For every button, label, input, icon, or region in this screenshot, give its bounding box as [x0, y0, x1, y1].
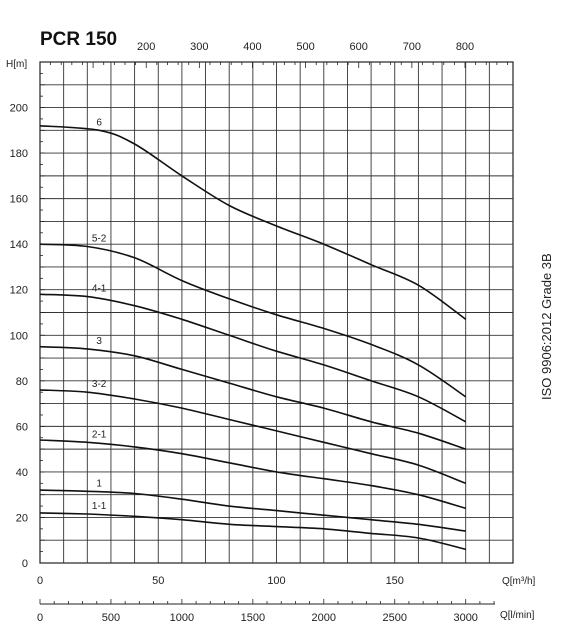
top-tick-label: 400: [243, 41, 261, 53]
curves: 6 5-2 4-1 3 3-2 2-1 1 1-1: [39, 117, 467, 551]
y-tick-label: 120: [10, 285, 28, 297]
curve-5-2: [39, 243, 467, 398]
y-tick-label: 0: [22, 558, 28, 570]
curve-2-1: [39, 439, 466, 510]
curve-label-1: 1: [96, 478, 102, 489]
curve-label-1-1: 1-1: [92, 501, 107, 512]
lmin-tick-label: 1000: [170, 612, 194, 624]
y-tick-label: 80: [16, 376, 28, 388]
y-tick-label: 60: [16, 421, 28, 433]
x-tick-label: 150: [386, 575, 404, 587]
x-axis-label: Q[m³/h]: [502, 576, 536, 587]
lmin-tick-label: 2000: [312, 612, 336, 624]
y-tick-label: 140: [10, 239, 28, 251]
x-tick-label: 50: [152, 575, 164, 587]
curve-label-4-1: 4-1: [92, 284, 107, 295]
x-tick-label: 100: [267, 575, 285, 587]
top-tick-label: 300: [190, 41, 208, 53]
x-tick-label: 0: [37, 575, 43, 587]
grid: [39, 61, 514, 605]
top-tick-label: 600: [350, 41, 368, 53]
curve-label-5-2: 5-2: [92, 233, 107, 244]
lmin-tick-label: 2500: [383, 612, 407, 624]
x2-axis-label: Q[l/min]: [500, 610, 535, 621]
lmin-tick-label: 3000: [453, 612, 477, 624]
lmin-tick-label: 1500: [241, 612, 265, 624]
curve-4-1: [39, 293, 467, 423]
curve-label-2-1: 2-1: [92, 429, 107, 440]
iso-standard-label: ISO 9906:2012 Grade 3B: [539, 253, 554, 400]
top-tick-label: 200: [137, 41, 155, 53]
curve-3: [39, 345, 466, 450]
top-tick-label: 700: [403, 41, 421, 53]
lmin-tick-label: 0: [37, 612, 43, 624]
lmin-tick-label: 500: [102, 612, 120, 624]
curve-1-1: [39, 512, 466, 551]
chart-title: PCR 150: [40, 29, 117, 50]
curve-3-2: [39, 389, 466, 485]
top-tick-label: 800: [456, 41, 474, 53]
curve-6: [39, 125, 467, 320]
curve-1: [39, 489, 466, 532]
curve-label-3: 3: [96, 336, 102, 347]
y-tick-label: 100: [10, 330, 28, 342]
y-tick-label: 20: [16, 512, 28, 524]
curve-label-6: 6: [96, 117, 102, 128]
y-tick-label: 160: [10, 194, 28, 206]
y-tick-label: 180: [10, 148, 28, 160]
top-tick-label: 500: [296, 41, 314, 53]
y-tick-label: 40: [16, 467, 28, 479]
y-axis-label: H[m]: [6, 59, 27, 70]
curve-label-3-2: 3-2: [92, 379, 107, 390]
y-tick-label: 200: [10, 103, 28, 115]
